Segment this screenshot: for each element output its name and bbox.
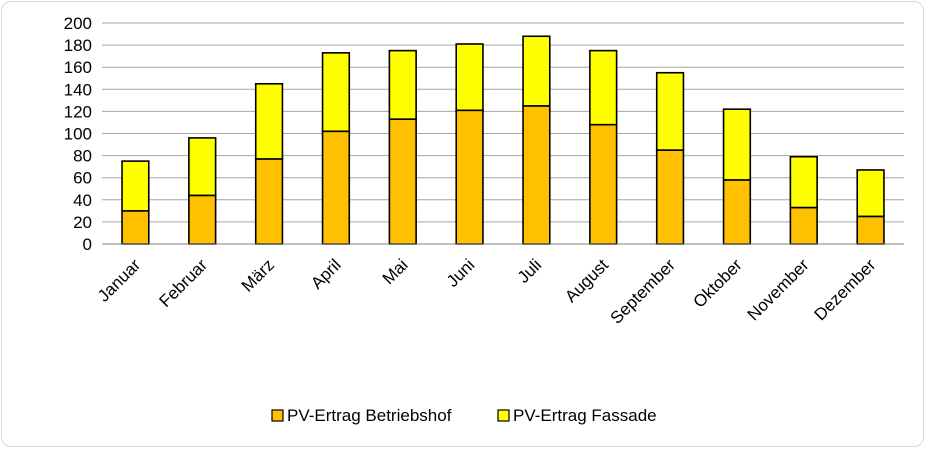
- bar-fassade: [254, 82, 284, 160]
- bars: [121, 35, 885, 245]
- bar-betriebshof: [321, 130, 351, 245]
- bar-fassade: [655, 71, 685, 151]
- legend-swatch: [497, 409, 510, 422]
- x-tick-label: August: [561, 255, 612, 306]
- bar-betriebshof: [856, 215, 885, 245]
- bar-fassade: [388, 49, 417, 120]
- bar-fassade: [856, 169, 885, 218]
- x-tick-label: Oktober: [690, 255, 746, 311]
- bar-fassade: [321, 52, 351, 133]
- bar-fassade: [455, 43, 484, 112]
- bar-betriebshof: [388, 118, 417, 245]
- y-tick-label: 120: [64, 102, 92, 121]
- y-tick-label: 0: [83, 235, 92, 254]
- bar-fassade: [789, 155, 818, 209]
- bar-fassade: [121, 160, 150, 212]
- x-tick-label: Mai: [379, 255, 412, 288]
- x-axis-ticks: Januar Februar März April Mai Juni Juli AugustS…: [94, 255, 880, 327]
- y-axis-ticks: 0 20 40 60 80 100 120 140 160 180 200: [64, 14, 92, 254]
- y-tick-label: 100: [64, 125, 92, 144]
- y-tick-label: 160: [64, 58, 92, 77]
- bar-betriebshof: [188, 194, 217, 245]
- bar-betriebshof: [589, 123, 618, 245]
- y-tick-label: 80: [73, 147, 92, 166]
- x-tick-label: Februar: [156, 255, 212, 311]
- x-tick-label: März: [238, 255, 278, 295]
- y-tick-label: 40: [73, 191, 92, 210]
- y-tick-label: 140: [64, 80, 92, 99]
- x-tick-label: Januar: [94, 255, 144, 305]
- gridlines: [102, 22, 904, 223]
- bar-fassade: [722, 108, 752, 181]
- bar-fassade: [589, 49, 618, 126]
- x-tick-label: Dezember: [811, 255, 880, 324]
- y-tick-label: 200: [64, 14, 92, 33]
- bar-betriebshof: [722, 179, 752, 245]
- x-tick-label: Juni: [443, 255, 478, 290]
- bar-betriebshof: [455, 109, 484, 245]
- bar-betriebshof: [522, 105, 551, 245]
- bar-fassade: [188, 137, 217, 197]
- bar-fassade: [522, 35, 551, 107]
- y-tick-label: 60: [73, 169, 92, 188]
- legend-swatch: [271, 409, 284, 422]
- x-tick-label: Juli: [514, 255, 545, 286]
- x-tick-label: September: [607, 255, 679, 327]
- bar-betriebshof: [789, 206, 818, 245]
- y-tick-label: 180: [64, 36, 92, 55]
- legend: PV-Ertrag Betriebshof PV-Ertrag Fassade: [271, 406, 657, 425]
- bar-betriebshof: [254, 158, 284, 245]
- x-tick-label: April: [307, 255, 344, 292]
- bar-betriebshof: [655, 149, 685, 245]
- x-tick-label: November: [744, 255, 813, 324]
- y-tick-label: 20: [73, 213, 92, 232]
- legend-label: PV-Ertrag Fassade: [513, 406, 657, 425]
- legend-label: PV-Ertrag Betriebshof: [287, 406, 452, 425]
- bar-betriebshof: [121, 210, 150, 245]
